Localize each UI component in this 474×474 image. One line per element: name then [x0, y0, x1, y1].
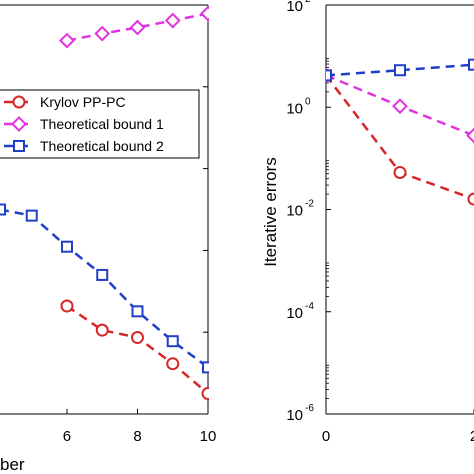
legend-items: Krylov PP-PC Theoretical bound 1 Theoretic… — [4, 94, 164, 154]
right-series-line-theoretical-bound-1 — [326, 74, 474, 137]
right-series-line-theoretical-bound-2 — [326, 63, 474, 77]
right-series-group — [326, 58, 474, 206]
left-data-point-krylov-pp-pc — [60, 299, 74, 313]
right-y-ticks: 10-610-410-2100102 — [286, 0, 331, 424]
left-x-tick-label: 10 — [200, 428, 217, 445]
left-x-ticks: 6 8 10 — [63, 409, 217, 445]
right-data-point-theoretical-bound-2 — [468, 58, 474, 71]
right-y-tick-exponent: -6 — [305, 403, 314, 414]
right-y-tick-label: 10 — [286, 407, 303, 424]
legend-box — [0, 89, 200, 159]
left-series-line-krylov-pp-pc — [66, 304, 209, 395]
legend-marker-theoretical-bound-2 — [13, 140, 25, 152]
right-y-tick-label: 10 — [286, 305, 303, 322]
left-data-point-krylov-pp-pc — [166, 357, 180, 371]
right-data-point-theoretical-bound-1 — [392, 98, 408, 115]
legend-marker-theoretical-bound-1 — [11, 116, 27, 132]
right-data-point-krylov-pp-pc — [467, 192, 474, 206]
legend-label-krylov-pp-pc: Krylov PP-PC — [40, 94, 126, 110]
left-data-point-theoretical-bound-1 — [94, 25, 111, 42]
right-data-point-theoretical-bound-2 — [326, 69, 332, 82]
right-series-line-krylov-pp-pc — [326, 74, 474, 201]
legend-label-theoretical-bound-2: Theoretical bound 2 — [40, 138, 164, 154]
left-series-line-theoretical-bound-1 — [66, 12, 209, 42]
right-y-axis-label: Iterative errors — [261, 157, 280, 267]
right-x-tick-label: 0 — [322, 428, 330, 445]
legend-label-theoretical-bound-1: Theoretical bound 1 — [40, 116, 164, 132]
left-data-point-theoretical-bound-1 — [129, 19, 146, 36]
legend: Krylov PP-PC Theoretical bound 1 Theoretic… — [0, 89, 200, 159]
right-y-tick-label: 10 — [286, 100, 303, 117]
right-chart-panel: 10-610-410-2100102 02 Iterative errors — [261, 0, 474, 445]
right-y-tick-exponent: -4 — [305, 301, 314, 312]
left-x-tick-label: 6 — [63, 428, 71, 445]
right-data-point-theoretical-bound-2 — [394, 64, 406, 77]
left-data-point-krylov-pp-pc — [95, 323, 109, 337]
right-y-tick-exponent: 0 — [305, 96, 311, 107]
left-y-ticks — [203, 4, 208, 333]
right-y-tick-label: 10 — [286, 203, 303, 220]
right-y-tick-label: 10 — [286, 0, 303, 15]
left-data-point-theoretical-bound-2 — [131, 305, 144, 318]
right-data-point-theoretical-bound-1 — [466, 127, 474, 144]
left-data-point-theoretical-bound-1 — [164, 12, 181, 29]
right-x-tick-label: 2 — [470, 428, 474, 445]
left-axes-frame — [0, 4, 209, 415]
left-data-point-krylov-pp-pc — [130, 331, 144, 345]
left-data-point-theoretical-bound-2 — [202, 361, 209, 374]
left-x-axis-label: ber — [0, 455, 25, 474]
right-x-ticks: 02 — [322, 409, 474, 445]
right-y-tick-exponent: -2 — [305, 199, 314, 210]
right-data-point-krylov-pp-pc — [393, 165, 407, 179]
right-y-tick-exponent: 2 — [305, 0, 311, 5]
left-data-point-theoretical-bound-2 — [60, 240, 73, 253]
left-data-point-theoretical-bound-1 — [200, 5, 209, 22]
left-data-point-theoretical-bound-2 — [96, 268, 109, 281]
left-data-point-krylov-pp-pc — [201, 387, 209, 401]
left-x-tick-label: 8 — [133, 428, 141, 445]
left-series-group — [0, 5, 209, 401]
legend-marker-krylov-pp-pc — [12, 95, 26, 109]
left-data-point-theoretical-bound-1 — [59, 32, 75, 49]
left-data-point-theoretical-bound-2 — [0, 203, 6, 216]
left-data-point-theoretical-bound-2 — [166, 335, 179, 348]
left-data-point-theoretical-bound-2 — [25, 209, 38, 222]
left-chart-panel: 6 8 10 ber Krylov PP-PC Theoretical bound 1… — [0, 4, 217, 474]
